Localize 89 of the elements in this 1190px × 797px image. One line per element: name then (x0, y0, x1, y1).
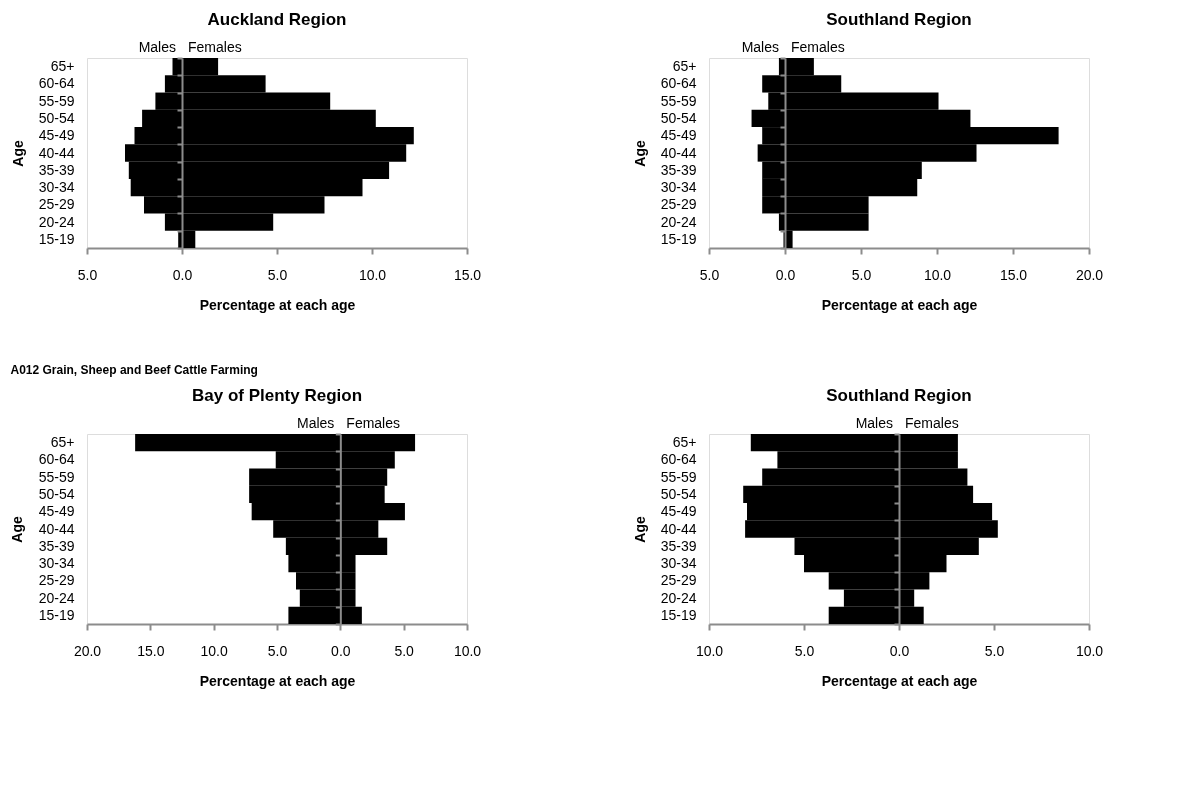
series-label: Females (346, 415, 401, 431)
y-tick-label: 30-34 (660, 555, 697, 572)
y-tick-label: 45-49 (38, 503, 75, 520)
y-tick-label: 45-49 (38, 127, 75, 144)
chart-title: Bay of Plenty Region (191, 386, 363, 405)
y-tick-label: 30-34 (660, 179, 697, 196)
x-tick-label: 15.0 (999, 266, 1028, 283)
chart-title: Southland Region (826, 10, 972, 29)
x-tick-label: 20.0 (73, 642, 102, 659)
y-tick-label: 25-29 (38, 572, 75, 589)
text: A012 Grain, Sheep and Beef Cattle Farming (10, 362, 258, 377)
y-tick-label: 55-59 (660, 468, 697, 485)
y-tick-label: 40-44 (38, 520, 75, 537)
x-tick-label: 5.0 (794, 642, 815, 659)
x-tick-label: 5.0 (267, 266, 288, 283)
y-tick-label: 15-19 (660, 606, 697, 623)
x-axis-title: Percentage at each age (199, 296, 356, 313)
y-tick-label: 60-64 (660, 75, 697, 92)
x-tick-label: 10.0 (1075, 642, 1104, 659)
y-tick-label: 65+ (672, 434, 697, 451)
y-tick-label: 45-49 (660, 127, 697, 144)
y-tick-label: 55-59 (38, 468, 75, 485)
bar (178, 230, 182, 248)
series-label: Males (138, 39, 176, 55)
y-tick-label: 60-64 (38, 451, 75, 468)
x-tick-label: 15.0 (137, 642, 165, 659)
y-axis-title: Age (9, 140, 26, 167)
x-tick-label: 0.0 (172, 266, 193, 283)
y-tick-label: 50-54 (38, 485, 75, 502)
series-label: Females (188, 39, 242, 55)
x-tick-label: 10.0 (200, 642, 228, 659)
x-axis-title: Percentage at each age (199, 672, 356, 689)
x-axis-title: Percentage at each age (821, 672, 978, 689)
x-tick-label: 5.0 (851, 266, 872, 283)
y-tick-label: 40-44 (660, 144, 697, 161)
x-tick-label: 5.0 (267, 642, 288, 659)
x-axis-title: Percentage at each age (821, 296, 978, 313)
y-tick-label: 20-24 (38, 589, 75, 606)
y-tick-label: 65+ (50, 58, 75, 75)
x-tick-label: 0.0 (331, 642, 351, 659)
series-label: Females (905, 415, 959, 431)
y-tick-label: 45-49 (660, 503, 697, 520)
y-tick-label: 20-24 (38, 213, 75, 230)
y-tick-label: 60-64 (38, 75, 75, 92)
y-tick-label: 20-24 (660, 589, 697, 606)
chart-title: Southland Region (826, 386, 972, 405)
y-tick-label: 25-29 (38, 196, 75, 213)
y-tick-label: 30-34 (38, 179, 75, 196)
y-tick-label: 65+ (672, 58, 697, 75)
y-axis-title: Age (631, 516, 648, 543)
y-tick-label: 50-54 (660, 485, 697, 502)
y-tick-label: 40-44 (38, 144, 75, 161)
x-tick-label: 20.0 (1075, 266, 1104, 283)
series-label: Males (296, 415, 335, 431)
y-tick-label: 60-64 (660, 451, 697, 468)
x-tick-label: 0.0 (889, 642, 910, 659)
y-tick-label: 65+ (50, 434, 75, 451)
x-tick-label: 10.0 (923, 266, 952, 283)
y-tick-label: 40-44 (660, 520, 697, 537)
y-tick-label: 35-39 (660, 537, 697, 554)
y-tick-label: 50-54 (38, 109, 75, 126)
x-tick-label: 5.0 (699, 266, 720, 283)
x-tick-label: 10.0 (358, 266, 387, 283)
chart-title: Auckland Region (207, 10, 347, 29)
series-label: Males (855, 415, 893, 431)
y-axis-title: Age (631, 140, 648, 167)
y-tick-label: 55-59 (660, 92, 697, 109)
y-tick-label: 25-29 (660, 572, 697, 589)
y-tick-label: 20-24 (660, 213, 697, 230)
x-tick-label: 5.0 (984, 642, 1005, 659)
y-tick-label: 35-39 (38, 537, 75, 554)
x-tick-label: 0.0 (775, 266, 796, 283)
x-tick-label: 5.0 (394, 642, 415, 659)
y-tick-label: 30-34 (38, 555, 75, 572)
y-tick-label: 50-54 (660, 109, 697, 126)
x-tick-label: 10.0 (695, 642, 724, 659)
y-axis-title: Age (9, 516, 26, 543)
y-tick-label: 55-59 (38, 92, 75, 109)
x-tick-label: 10.0 (453, 642, 482, 659)
x-tick-label: 5.0 (77, 266, 98, 283)
series-label: Females (791, 39, 845, 55)
y-tick-label: 25-29 (660, 196, 697, 213)
y-tick-label: 15-19 (660, 230, 697, 247)
y-tick-label: 15-19 (38, 230, 75, 247)
y-tick-label: 35-39 (38, 161, 75, 178)
y-tick-label: 15-19 (38, 606, 75, 623)
x-tick-label: 15.0 (453, 266, 482, 283)
series-label: Males (741, 39, 779, 55)
y-tick-label: 35-39 (660, 161, 697, 178)
